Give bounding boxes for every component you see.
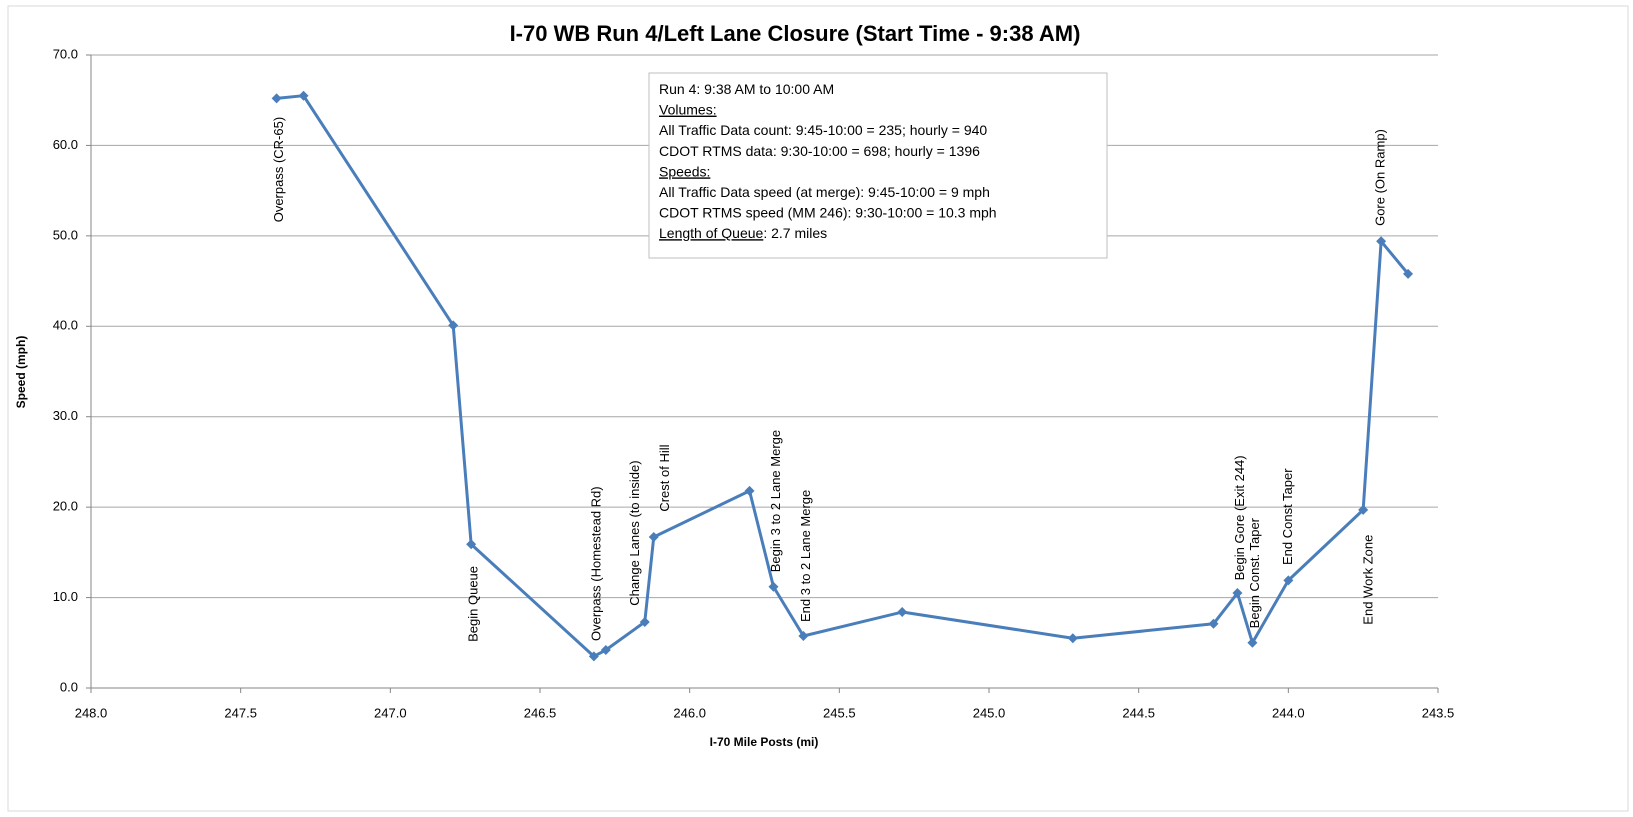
data-point	[639, 616, 650, 627]
data-point	[648, 531, 659, 542]
y-axis-label: Speed (mph)	[14, 336, 28, 409]
data-point	[1232, 588, 1243, 599]
textbox-line: CDOT RTMS data: 9:30-10:00 = 698; hourly…	[659, 143, 980, 159]
y-tick-label: 20.0	[53, 499, 78, 514]
data-point	[271, 93, 282, 104]
annotation: Crest of Hill	[657, 444, 672, 511]
data-point	[1247, 637, 1258, 648]
textbox-segment: All Traffic Data speed (at merge): 9:45-…	[659, 184, 990, 200]
annotation: End 3 to 2 Lane Merge	[798, 490, 813, 622]
x-tick-label: 244.5	[1122, 705, 1155, 720]
textbox-segment: Run 4: 9:38 AM to 10:00 AM	[659, 81, 834, 97]
chart-title: I-70 WB Run 4/Left Lane Closure (Start T…	[510, 21, 1081, 46]
data-point	[448, 320, 459, 331]
textbox-segment: Volumes:	[659, 101, 717, 117]
data-point	[1067, 633, 1078, 644]
data-point	[588, 651, 599, 662]
y-tick-label: 30.0	[53, 408, 78, 423]
data-point	[1208, 618, 1219, 629]
x-tick-label: 245.0	[973, 705, 1006, 720]
data-point	[744, 485, 755, 496]
x-tick-label: 247.5	[224, 705, 257, 720]
y-tick-label: 0.0	[60, 679, 78, 694]
annotation: End Work Zone	[1361, 535, 1376, 625]
textbox-line: All Traffic Data speed (at merge): 9:45-…	[659, 184, 990, 200]
series-line	[276, 94, 1410, 658]
textbox-segment: Length of Queue	[659, 225, 764, 241]
y-tick-label: 70.0	[53, 46, 78, 61]
y-tick-label: 10.0	[53, 589, 78, 604]
data-point	[1283, 575, 1294, 586]
x-tick-label: 246.0	[673, 705, 706, 720]
textbox	[648, 72, 1108, 259]
textbox-line: Run 4: 9:38 AM to 10:00 AM	[659, 81, 834, 97]
annotation: Gore (On Ramp)	[1373, 129, 1388, 226]
textbox-segment: CDOT RTMS data: 9:30-10:00 = 698; hourly…	[659, 143, 980, 159]
textbox-segment: : 2.7 miles	[763, 225, 827, 241]
data-point	[768, 581, 779, 592]
data-point	[1403, 268, 1414, 279]
x-axis-label: I-70 Mile Posts (mi)	[710, 735, 819, 749]
textbox-line: CDOT RTMS speed (MM 246): 9:30-10:00 = 1…	[659, 204, 997, 220]
textbox-segment: Speeds:	[659, 163, 710, 179]
y-tick-label: 60.0	[53, 137, 78, 152]
textbox-segment: All Traffic Data count: 9:45-10:00 = 235…	[659, 122, 987, 138]
textbox-line: All Traffic Data count: 9:45-10:00 = 235…	[659, 122, 987, 138]
x-tick-label: 248.0	[75, 705, 108, 720]
x-tick-label: 246.5	[524, 705, 557, 720]
textbox-line: Length of Queue: 2.7 miles	[659, 225, 827, 241]
textbox-line: Volumes:	[659, 101, 717, 117]
data-point	[466, 539, 477, 550]
data-point	[798, 631, 809, 642]
textbox-line: Speeds:	[659, 163, 710, 179]
annotation: Begin 3 to 2 Lane Merge	[768, 430, 783, 572]
annotation: Begin Const. Taper	[1247, 517, 1262, 628]
y-tick-label: 40.0	[53, 318, 78, 333]
textbox-segment: CDOT RTMS speed (MM 246): 9:30-10:00 = 1…	[659, 204, 997, 220]
y-tick-label: 50.0	[53, 227, 78, 242]
annotation: Overpass (Homestead Rd)	[588, 486, 603, 641]
x-tick-label: 247.0	[374, 705, 407, 720]
x-tick-label: 243.5	[1422, 705, 1455, 720]
data-point	[1376, 236, 1387, 247]
annotation: Overpass (CR-65)	[271, 117, 286, 222]
data-point	[298, 90, 309, 101]
x-tick-label: 245.5	[823, 705, 856, 720]
data-point	[897, 607, 908, 618]
x-tick-label: 244.0	[1272, 705, 1305, 720]
annotation: Change Lanes (to inside)	[627, 460, 642, 605]
annotation: End Const Taper	[1280, 468, 1295, 565]
annotation: Begin Gore (Exit 244)	[1232, 455, 1247, 580]
data-point	[1358, 504, 1369, 515]
annotation: Begin Queue	[466, 566, 481, 642]
data-point	[600, 645, 611, 656]
